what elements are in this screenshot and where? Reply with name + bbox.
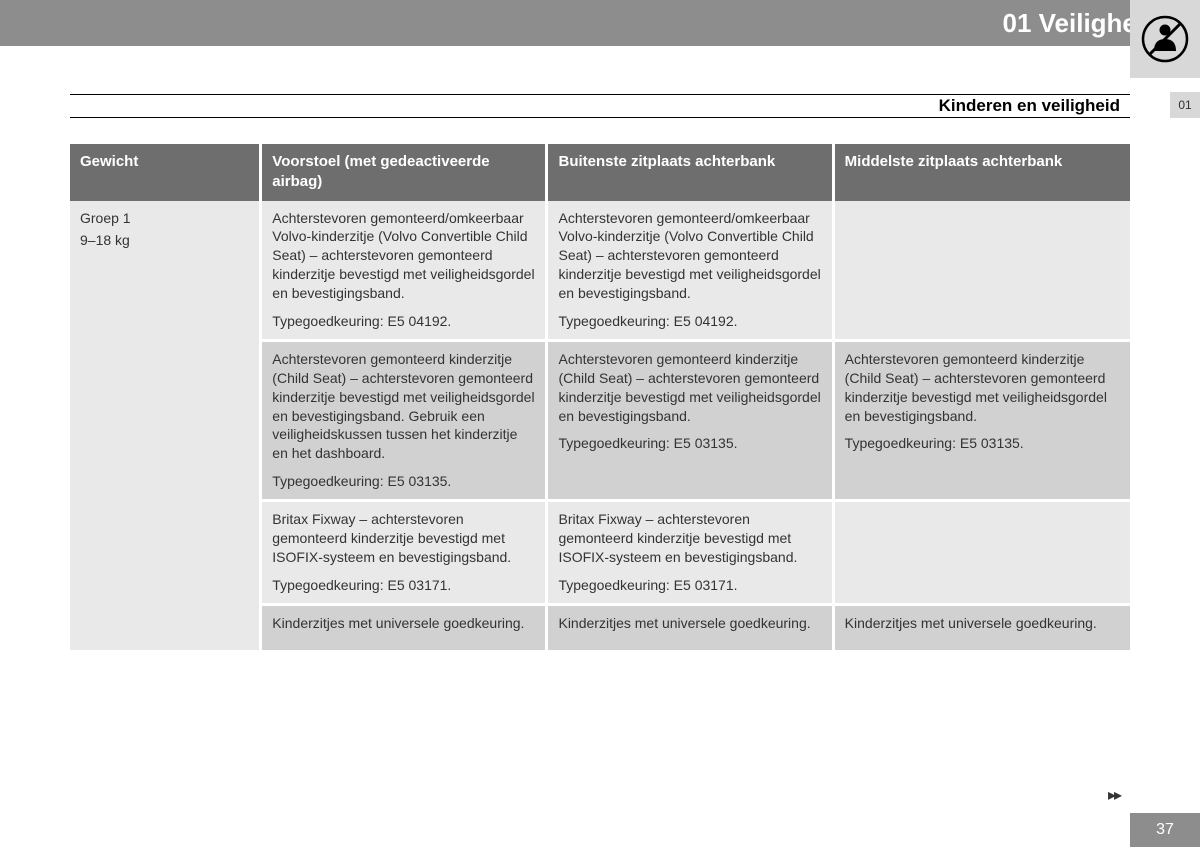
child-seat-table: Gewicht Voorstoel (met gedeactiveerde ai…: [70, 144, 1130, 653]
cell-front: Britax Fixway – achterstevoren gemonteer…: [261, 501, 547, 605]
cell-approval: Typegoedkeuring: E5 03135.: [272, 472, 535, 491]
continue-indicator-icon: ▸▸: [1108, 785, 1120, 805]
table-header-row: Gewicht Voorstoel (met gedeactiveerde ai…: [70, 144, 1130, 201]
side-chapter-tab: 01: [1170, 92, 1200, 118]
cell-middle: [833, 501, 1130, 605]
col-header-front: Voorstoel (met gedeactiveerde airbag): [261, 144, 547, 201]
section-header-line: Kinderen en veiligheid: [70, 94, 1130, 118]
cell-approval: Typegoedkeuring: E5 03135.: [558, 434, 821, 453]
header-icon-box: [1130, 0, 1200, 78]
col-header-middle: Middelste zitplaats achterbank: [833, 144, 1130, 201]
cell-middle: Achterstevoren gemonteerd kinderzitje (C…: [833, 340, 1130, 500]
cell-middle: [833, 201, 1130, 341]
weight-range: 9–18 kg: [80, 232, 130, 248]
cell-outer: Britax Fixway – achterstevoren gemonteer…: [547, 501, 833, 605]
cell-front: Achterstevoren gemonteerd kinderzitje (C…: [261, 340, 547, 500]
cell-outer: Kinderzitjes met universele goedkeuring.: [547, 604, 833, 651]
cell-front: Achterstevoren gemonteerd/omkeerbaar Vol…: [261, 201, 547, 341]
cell-main-text: Kinderzitjes met universele goedkeuring.: [845, 614, 1120, 633]
side-tab-label: 01: [1178, 98, 1191, 112]
col-header-outer: Buitenste zitplaats achterbank: [547, 144, 833, 201]
cell-approval: Typegoedkeuring: E5 03171.: [272, 576, 535, 595]
cell-main-text: Britax Fixway – achterstevoren gemonteer…: [272, 510, 535, 567]
cell-approval: Typegoedkeuring: E5 03135.: [845, 434, 1120, 453]
cell-approval: Typegoedkeuring: E5 03171.: [558, 576, 821, 595]
no-passenger-airbag-icon: [1141, 15, 1189, 63]
weight-group: Groep 1: [80, 209, 249, 228]
cell-outer: Achterstevoren gemonteerd kinderzitje (C…: [547, 340, 833, 500]
cell-middle: Kinderzitjes met universele goedkeuring.: [833, 604, 1130, 651]
cell-approval: Typegoedkeuring: E5 04192.: [272, 312, 535, 331]
chapter-header-bar: 01 Veiligheid: [0, 0, 1200, 46]
col-header-weight: Gewicht: [70, 144, 261, 201]
cell-main-text: Achterstevoren gemonteerd kinderzitje (C…: [272, 350, 535, 463]
cell-main-text: Achterstevoren gemonteerd/omkeerbaar Vol…: [558, 209, 821, 303]
weight-cell: Groep 1 9–18 kg: [70, 201, 261, 652]
section-title: Kinderen en veiligheid: [939, 96, 1120, 116]
cell-main-text: Achterstevoren gemonteerd kinderzitje (C…: [845, 350, 1120, 426]
cell-main-text: Kinderzitjes met universele goedkeuring.: [272, 614, 535, 633]
cell-main-text: Kinderzitjes met universele goedkeuring.: [558, 614, 821, 633]
cell-main-text: Achterstevoren gemonteerd/omkeerbaar Vol…: [272, 209, 535, 303]
cell-approval: Typegoedkeuring: E5 04192.: [558, 312, 821, 331]
cell-outer: Achterstevoren gemonteerd/omkeerbaar Vol…: [547, 201, 833, 341]
cell-front: Kinderzitjes met universele goedkeuring.: [261, 604, 547, 651]
table-row: Groep 1 9–18 kg Achterstevoren gemonteer…: [70, 201, 1130, 341]
cell-main-text: Britax Fixway – achterstevoren gemonteer…: [558, 510, 821, 567]
page-number-box: 37: [1130, 813, 1200, 847]
cell-main-text: Achterstevoren gemonteerd kinderzitje (C…: [558, 350, 821, 426]
child-seat-table-wrap: Gewicht Voorstoel (met gedeactiveerde ai…: [70, 144, 1130, 653]
page-number: 37: [1156, 821, 1174, 839]
